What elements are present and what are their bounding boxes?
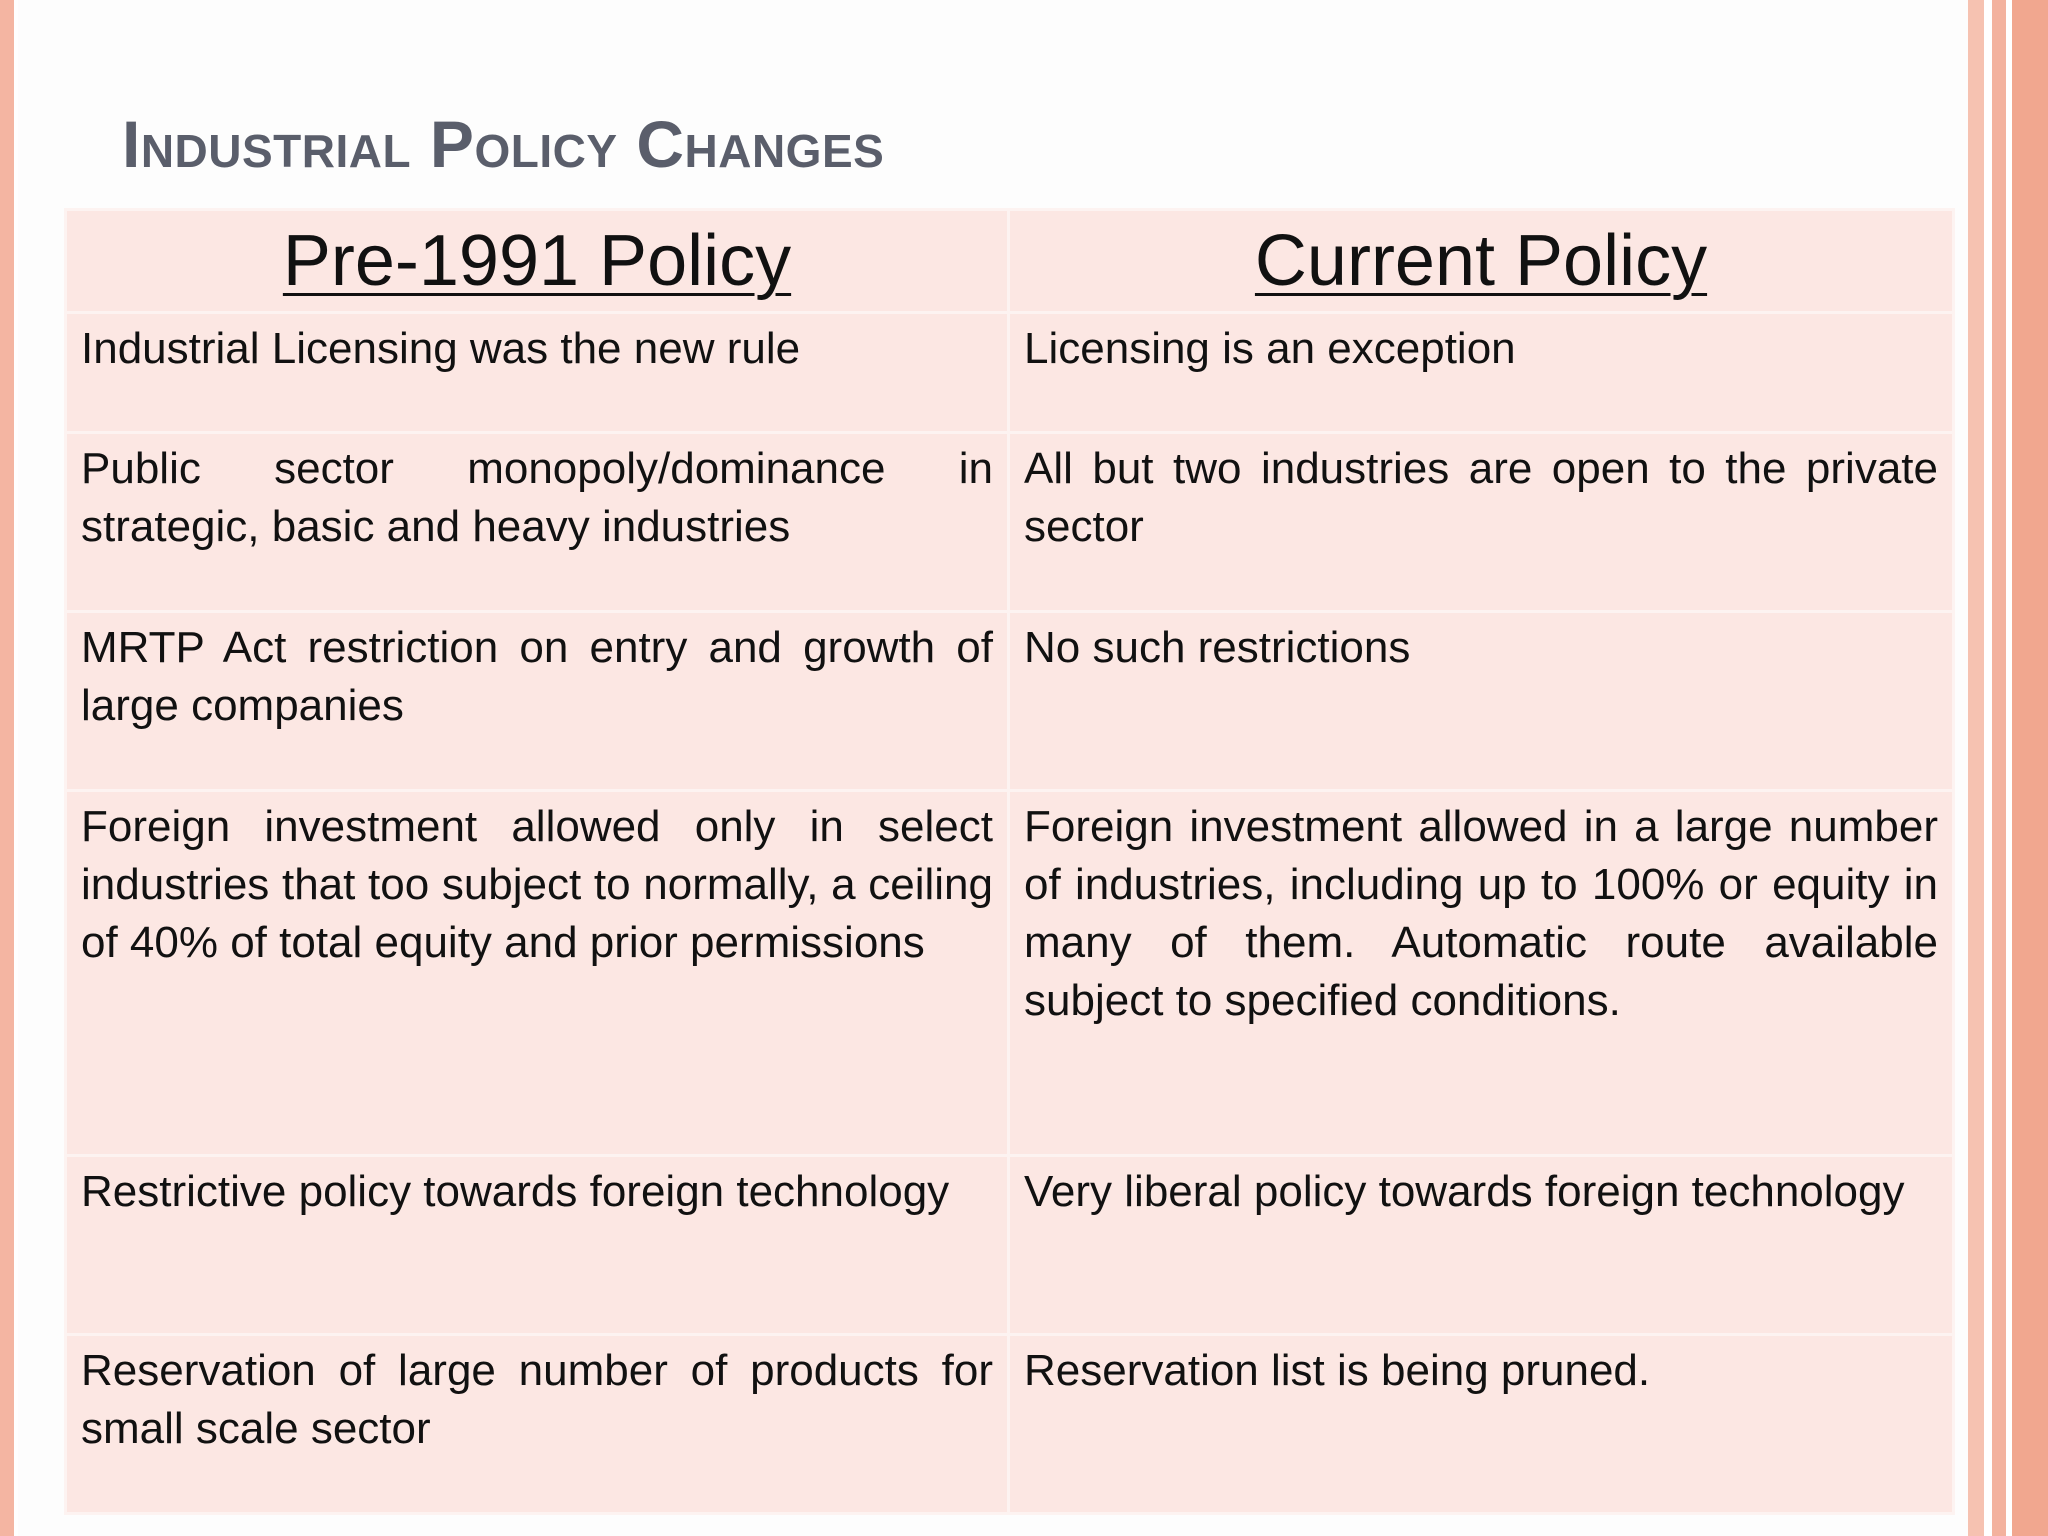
- table-row: Restrictive policy towards foreign techn…: [64, 1154, 1955, 1336]
- pre-policy-cell: Foreign investment allowed only in selec…: [64, 789, 1010, 1157]
- pre-policy-cell: MRTP Act restriction on entry and growth…: [64, 610, 1010, 792]
- current-policy-cell: Foreign investment allowed in a large nu…: [1007, 789, 1955, 1157]
- slide-title: Industrial Policy Changes: [122, 107, 885, 181]
- table-row: MRTP Act restriction on entry and growth…: [64, 610, 1955, 792]
- table-row: Foreign investment allowed only in selec…: [64, 789, 1955, 1157]
- slide-left-border-gap: [14, 0, 18, 1536]
- pre-policy-cell: Restrictive policy towards foreign techn…: [64, 1154, 1010, 1336]
- table-row: Public sector monopoly/dominance in stra…: [64, 431, 1955, 613]
- header-pre-1991: Pre-1991 Policy: [64, 208, 1010, 314]
- slide-right-border: [1968, 0, 2048, 1536]
- current-policy-cell: All but two industries are open to the p…: [1007, 431, 1955, 613]
- current-policy-cell: Very liberal policy towards foreign tech…: [1007, 1154, 1955, 1336]
- pre-policy-cell: Public sector monopoly/dominance in stra…: [64, 431, 1010, 613]
- table-header-row: Pre-1991 Policy Current Policy: [64, 208, 1955, 314]
- slide-left-border: [0, 0, 14, 1536]
- current-policy-cell: No such restrictions: [1007, 610, 1955, 792]
- pre-policy-cell: Reservation of large number of products …: [64, 1333, 1010, 1515]
- current-policy-cell: Reservation list is being pruned.: [1007, 1333, 1955, 1515]
- header-current-label: Current Policy: [1254, 221, 1708, 301]
- header-current: Current Policy: [1007, 208, 1955, 314]
- current-policy-cell: Licensing is an exception: [1007, 311, 1955, 434]
- pre-policy-cell: Industrial Licensing was the new rule: [64, 311, 1010, 434]
- table-row: Industrial Licensing was the new rule Li…: [64, 311, 1955, 434]
- policy-comparison-table: Pre-1991 Policy Current Policy Industria…: [64, 208, 1955, 1515]
- table-row: Reservation of large number of products …: [64, 1333, 1955, 1515]
- header-pre-1991-label: Pre-1991 Policy: [282, 221, 792, 301]
